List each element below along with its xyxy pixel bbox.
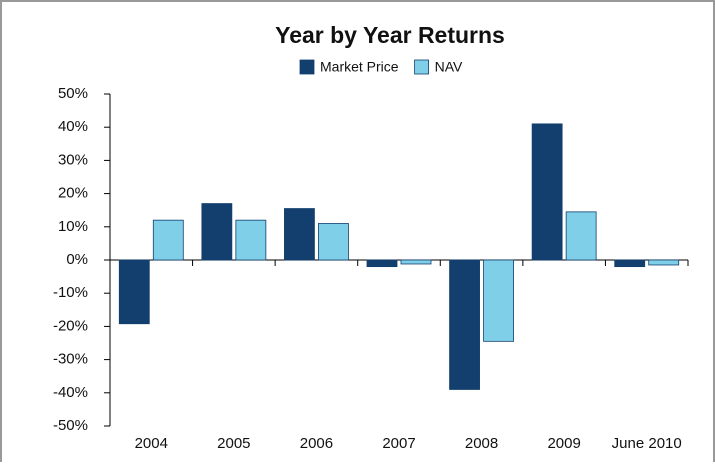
bar [449, 259, 480, 390]
y-tick-label: -20% [53, 317, 88, 334]
x-tick-label: 2007 [382, 435, 415, 452]
y-tick-label: 10% [58, 218, 88, 235]
y-tick-label: -50% [53, 417, 88, 434]
chart-title: Year by Year Returns [275, 22, 505, 48]
y-tick-label: -40% [53, 384, 88, 401]
legend-label: Market Price [320, 59, 399, 75]
x-tick-label: 2009 [547, 435, 580, 452]
bar [318, 223, 349, 261]
legend-swatch [414, 59, 429, 75]
y-tick-label: 40% [58, 118, 88, 135]
legend-label: NAV [435, 59, 463, 75]
legend-swatch [299, 59, 315, 75]
bar [284, 208, 315, 261]
y-tick-label: 50% [58, 85, 88, 102]
bar [118, 259, 150, 325]
bar [565, 211, 597, 261]
bar [400, 259, 432, 265]
x-tick-label: 2004 [135, 435, 168, 452]
x-tick-label: 2008 [465, 435, 498, 452]
y-tick-label: -30% [53, 351, 88, 368]
bar [152, 219, 184, 261]
bar [235, 219, 267, 261]
bar [483, 259, 514, 342]
y-tick-label: 0% [66, 251, 88, 268]
x-tick-label: June 2010 [612, 435, 682, 452]
y-tick-label: 30% [58, 151, 88, 168]
bar [648, 259, 680, 266]
x-tick-label: 2006 [300, 435, 333, 452]
x-tick-label: 2005 [217, 435, 250, 452]
y-tick-label: -10% [53, 284, 88, 301]
bar [366, 259, 398, 268]
y-tick-label: 20% [58, 185, 88, 202]
bar [201, 203, 233, 261]
bar [614, 259, 646, 268]
bar [531, 123, 563, 261]
